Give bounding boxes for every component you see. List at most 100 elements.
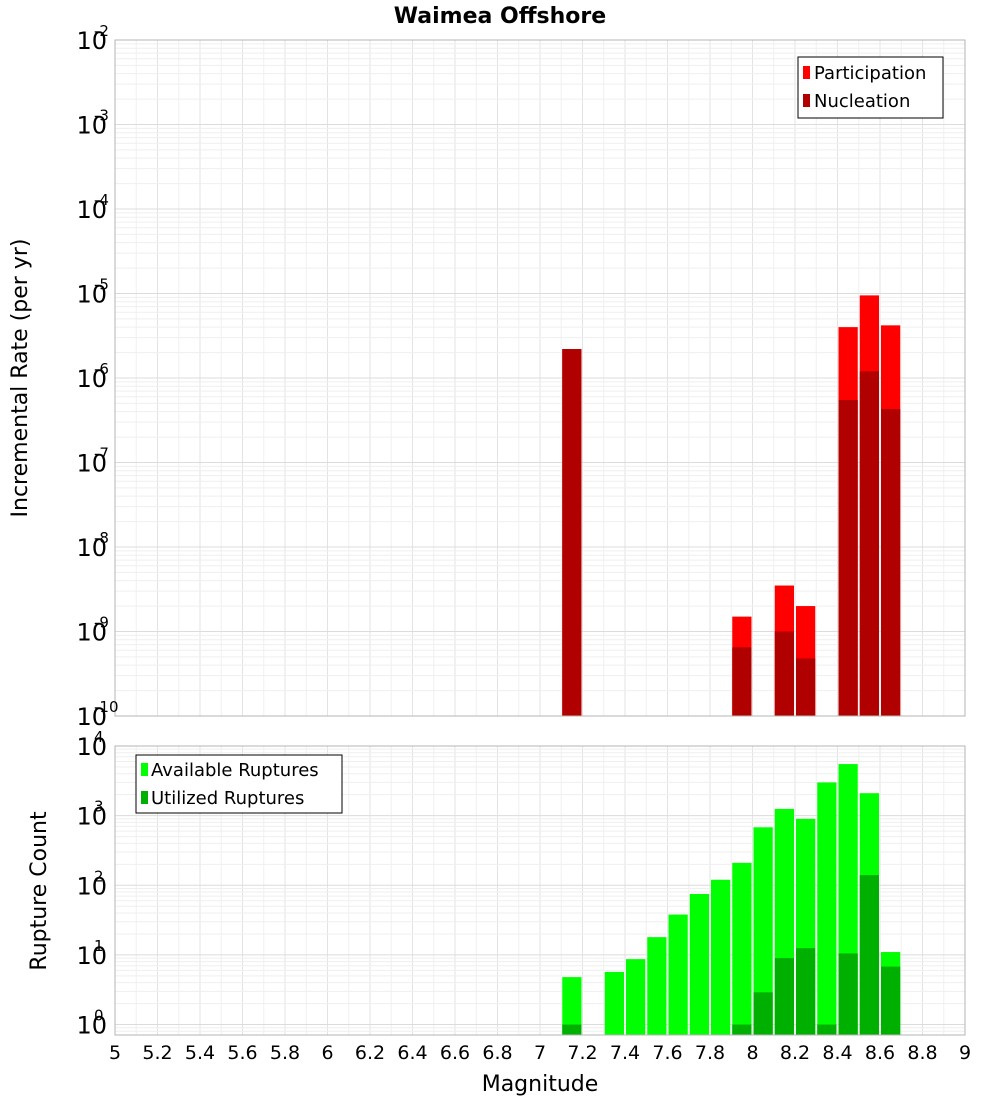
bottom-bar-available-ruptures — [562, 977, 582, 1035]
x-tick-label: 6 — [321, 1042, 333, 1064]
bottom-bar-available-ruptures — [817, 782, 837, 1035]
x-tick-label: 8.6 — [865, 1042, 895, 1064]
bottom-bar-utilized-ruptures — [562, 1024, 582, 1035]
bottom-bar-utilized-ruptures — [817, 1024, 837, 1035]
bottom-y-tick-exponent: 3 — [94, 798, 104, 816]
top-legend-box — [797, 56, 944, 119]
top-bar-nucleation — [838, 399, 858, 716]
x-tick-label: 5.8 — [270, 1042, 300, 1064]
x-ticks: 5 5.2 5.4 5.6 5.8 6 6.2 6.4 6.6 6.8 7 7.2 7.4 7.6 7.8 8… — [109, 1042, 971, 1064]
top-y-tick-exponent: -9 — [94, 614, 109, 632]
top-y-tick-exponent: -6 — [94, 360, 109, 378]
top-y-axis-label: Incremental Rate (per yr) — [8, 239, 33, 518]
x-tick-label: 5.6 — [227, 1042, 257, 1064]
bottom-y-tick-exponent: 2 — [94, 867, 104, 885]
top-legend: Participation Nucleation — [797, 56, 944, 119]
bottom-bar-utilized-ruptures — [859, 875, 879, 1035]
top-y-tick-base: 10 — [76, 196, 107, 224]
top-y-tick-base: 10 — [76, 619, 107, 647]
bottom-y-tick-exponent: 1 — [94, 937, 104, 955]
bottom-bar-utilized-ruptures — [774, 958, 794, 1035]
x-tick-label: 7.4 — [610, 1042, 640, 1064]
x-tick-label: 8.4 — [822, 1042, 852, 1064]
x-tick-label: 6.2 — [355, 1042, 385, 1064]
bottom-bar-available-ruptures — [668, 914, 688, 1035]
x-tick-label: 6.6 — [440, 1042, 470, 1064]
bottom-y-tick-exponent: 0 — [94, 1007, 104, 1025]
bottom-bar-available-ruptures — [753, 827, 773, 1035]
top-bar-nucleation — [881, 408, 901, 716]
x-tick-label: 7.6 — [652, 1042, 682, 1064]
bottom-bar-utilized-ruptures — [753, 992, 773, 1035]
top-y-tick-exponent: -8 — [94, 529, 109, 547]
top-y-tick-exponent: -3 — [94, 107, 109, 125]
top-y-tick-base: 10 — [76, 365, 107, 393]
bottom-bar-utilized-ruptures — [838, 953, 858, 1035]
top-y-tick-exponent: -5 — [94, 276, 109, 294]
bottom-y-tick-base: 10 — [76, 1012, 107, 1040]
top-bar-nucleation — [732, 647, 752, 716]
top-bar-nucleation — [859, 371, 879, 716]
bottom-bar-available-ruptures — [711, 879, 731, 1035]
bottom-bar-available-ruptures — [626, 959, 646, 1035]
bottom-bar-available-ruptures — [732, 862, 752, 1035]
bottom-bar-available-ruptures — [604, 971, 624, 1035]
bottom-y-tick-base: 10 — [76, 942, 107, 970]
top-y-tick-base: 10 — [76, 281, 107, 309]
legend-utilized-swatch — [141, 791, 148, 804]
bottom-bar-utilized-ruptures — [881, 966, 901, 1035]
bottom-plot-frame — [114, 745, 966, 1036]
bottom-y-tick-base: 10 — [76, 733, 107, 761]
legend-participation-label: Participation — [814, 63, 926, 84]
top-y-tick-exponent: -4 — [94, 191, 109, 209]
legend-nucleation-swatch — [803, 94, 810, 107]
bottom-bar-utilized-ruptures — [732, 1024, 752, 1035]
x-tick-label: 8 — [746, 1042, 758, 1064]
top-bar-nucleation — [562, 349, 582, 716]
x-tick-label: 6.4 — [397, 1042, 427, 1064]
top-y-tick-exponent: -7 — [94, 445, 109, 463]
x-tick-label: 7.2 — [567, 1042, 597, 1064]
top-y-tick-exponent: -10 — [94, 698, 119, 716]
bottom-y-tick-base: 10 — [76, 872, 107, 900]
legend-available-swatch — [141, 763, 148, 776]
bottom-y-tick-exponent: 4 — [94, 728, 104, 746]
x-tick-label: 8.8 — [907, 1042, 937, 1064]
top-y-tick-base: 10 — [76, 27, 107, 55]
top-y-tick-base: 10 — [76, 112, 107, 140]
bottom-legend: Available Ruptures Utilized Ruptures — [135, 754, 343, 814]
x-axis-label: Magnitude — [482, 1072, 599, 1097]
x-tick-label: 5.4 — [185, 1042, 215, 1064]
bottom-y-tick-base: 10 — [76, 803, 107, 831]
top-plot-frame — [114, 39, 966, 717]
top-y-tick-base: 10 — [76, 703, 107, 731]
legend-utilized-label: Utilized Ruptures — [151, 788, 304, 809]
legend-participation-swatch — [803, 66, 810, 79]
x-tick-label: 6.8 — [482, 1042, 512, 1064]
bottom-bar-available-ruptures — [647, 937, 667, 1035]
bottom-bar-available-ruptures — [689, 893, 709, 1035]
chart-title: Waimea Offshore — [394, 4, 606, 29]
legend-available-label: Available Ruptures — [151, 760, 319, 781]
x-tick-label: 5 — [109, 1042, 121, 1064]
legend-nucleation-label: Nucleation — [814, 91, 910, 112]
top-grid — [114, 39, 966, 717]
bottom-legend-box — [135, 754, 343, 814]
x-tick-label: 7.8 — [695, 1042, 725, 1064]
top-y-tick-exponent: -2 — [94, 22, 109, 40]
top-bar-nucleation — [774, 631, 794, 716]
bottom-bar-utilized-ruptures — [796, 948, 816, 1035]
top-y-tick-base: 10 — [76, 534, 107, 562]
bottom-bars — [562, 764, 901, 1035]
x-tick-label: 7 — [534, 1042, 546, 1064]
x-tick-label: 8.2 — [780, 1042, 810, 1064]
top-bars — [562, 295, 901, 716]
x-tick-label: 9 — [959, 1042, 971, 1064]
x-tick-label: 5.2 — [142, 1042, 172, 1064]
bottom-y-axis-label: Rupture Count — [27, 811, 52, 971]
